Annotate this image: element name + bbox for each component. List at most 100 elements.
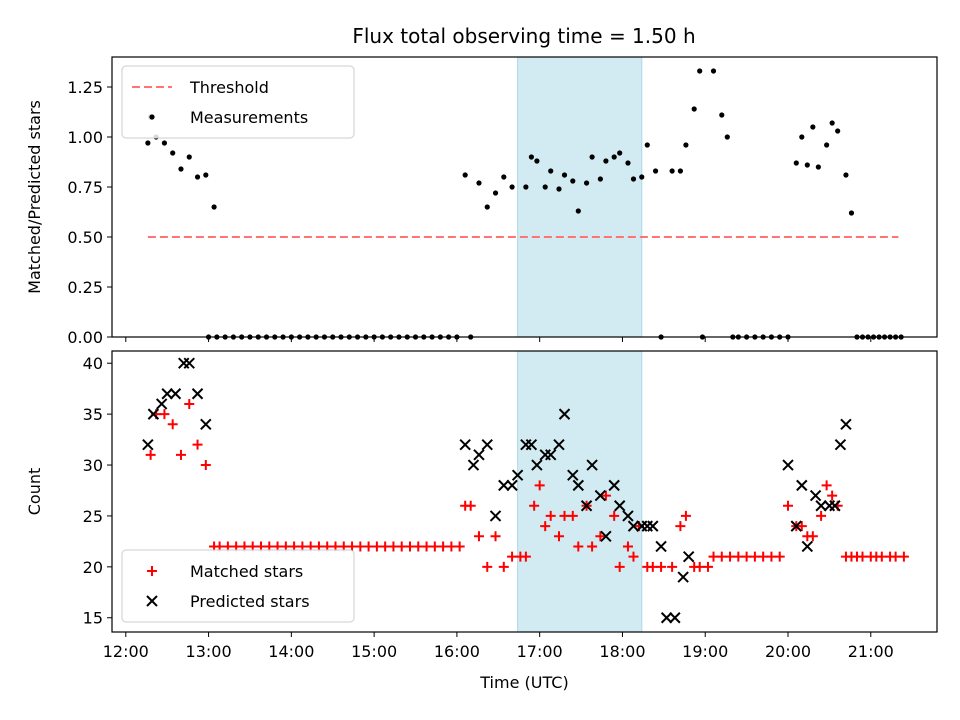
measurement-point: [597, 176, 603, 182]
predicted-star-point: [682, 550, 695, 563]
measurement-point: [639, 174, 645, 180]
measurement-point: [161, 140, 168, 146]
bottom-y-tick-label: 35: [83, 405, 103, 424]
predicted-star-point: [608, 479, 620, 492]
measurement-point: [824, 142, 830, 148]
matched-star-point: [145, 449, 156, 460]
measurement-point: [697, 68, 703, 74]
measurement-point: [589, 154, 595, 160]
measurement-point: [583, 180, 590, 186]
matched-star-point: [821, 480, 832, 491]
bottom-y-tick-label: 40: [83, 354, 103, 373]
legend-predicted-swatch: [146, 595, 158, 607]
matched-star-point: [159, 409, 170, 420]
top-y-tick-label: 1.00: [67, 128, 103, 147]
predicted-star-point: [594, 489, 607, 502]
predicted-star-point: [531, 459, 543, 471]
predicted-star-point: [155, 398, 168, 410]
predicted-star-point: [840, 418, 852, 431]
bottom-x-tick-label: 17:00: [517, 642, 563, 661]
predicted-star-point: [815, 500, 827, 512]
matched-star-point: [807, 531, 818, 542]
predicted-star-point: [829, 500, 841, 512]
top-y-axis-label: Matched/Predicted stars: [25, 100, 44, 294]
predicted-star-point: [660, 612, 673, 624]
matched-star-point: [816, 510, 827, 521]
predicted-star-point: [506, 479, 518, 492]
measurement-point: [724, 134, 730, 140]
matched-star-point: [656, 561, 667, 572]
bottom-legend: Matched stars Predicted stars: [121, 549, 355, 623]
predicted-star-point: [498, 479, 510, 492]
predicted-star-point: [586, 459, 598, 471]
predicted-star-point: [467, 459, 480, 471]
predicted-star-point: [655, 540, 667, 553]
matched-star-point: [540, 521, 551, 532]
matched-star-point: [498, 561, 509, 572]
measurement-point: [211, 204, 217, 210]
legend-box: [121, 65, 355, 139]
predicted-star-point: [553, 438, 565, 451]
bottom-axes-frame: [111, 350, 938, 633]
bottom-x-tick-label: 21:00: [848, 642, 894, 661]
measurement-point: [848, 210, 855, 216]
measurement-point: [178, 166, 184, 172]
measurement-point: [484, 204, 490, 210]
legend-box: [121, 549, 355, 623]
measurement-point: [561, 172, 568, 178]
predicted-star-point: [558, 408, 571, 420]
predicted-star-point: [489, 510, 502, 522]
matched-star-point: [827, 490, 838, 501]
measurement-point: [652, 168, 659, 174]
measurement-point: [462, 172, 468, 178]
matched-star-point: [600, 490, 611, 501]
measurement-point: [492, 190, 499, 196]
measurement-point: [611, 154, 617, 160]
bottom-x-tick-label: 12:00: [103, 642, 149, 661]
measurement-point: [556, 186, 562, 192]
predicted-star-point: [782, 459, 794, 471]
matched-star-point: [490, 531, 501, 542]
measurement-point: [186, 154, 192, 160]
matched-star-point: [702, 561, 713, 572]
bottom-x-tick-label: 14:00: [268, 642, 314, 661]
measurement-point: [603, 158, 609, 164]
matched-star-point: [534, 480, 545, 491]
measurement-point: [793, 160, 799, 166]
measurement-point: [523, 184, 529, 190]
measurement-point: [630, 176, 637, 182]
matched-star-point: [473, 531, 484, 542]
measurement-point: [170, 150, 176, 156]
matched-star-point: [482, 561, 493, 572]
matched-star-point: [520, 551, 531, 562]
matched-star-point: [553, 531, 564, 542]
bottom-panel: 15 20 25 30 35 40 12:00 13:00 14:00 15:00 16:00 17:…: [25, 350, 938, 692]
predicted-star-point: [622, 510, 634, 522]
bottom-y-tick-label: 25: [83, 507, 103, 526]
matched-star-point: [587, 541, 598, 552]
predicted-star-point: [545, 449, 557, 461]
predicted-star-point: [147, 408, 160, 420]
predicted-star-point: [142, 438, 154, 451]
matched-star-point: [774, 551, 785, 562]
matched-star-point: [545, 510, 556, 521]
measurement-point: [548, 168, 554, 174]
predicted-star-point: [834, 438, 847, 451]
matched-star-point: [454, 541, 465, 552]
top-y-tick-label: 0.50: [67, 228, 103, 247]
measurement-point: [542, 184, 548, 190]
predicted-star-point: [161, 388, 173, 400]
predicted-star-point: [627, 520, 640, 532]
bottom-x-tick-label: 15:00: [351, 642, 397, 661]
matched-star-point: [567, 510, 578, 521]
predicted-star-point: [600, 530, 612, 543]
measurement-point: [625, 160, 631, 166]
figure-title: Flux total observing time = 1.50 h: [352, 24, 695, 48]
bottom-series-1: [142, 357, 852, 624]
top-y-tick-label: 0.00: [67, 328, 103, 347]
predicted-star-point: [169, 388, 182, 400]
measurement-point: [719, 112, 725, 118]
top-observing-span: [517, 56, 643, 338]
measurement-point: [534, 158, 540, 164]
matched-star-point: [628, 551, 639, 562]
